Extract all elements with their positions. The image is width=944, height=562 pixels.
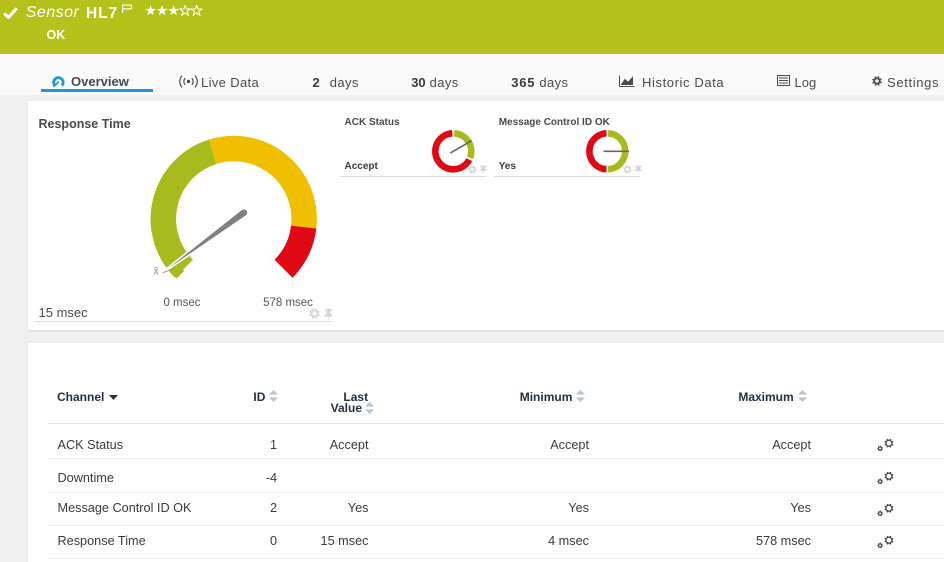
svg-text:x̄: x̄: [154, 266, 160, 278]
